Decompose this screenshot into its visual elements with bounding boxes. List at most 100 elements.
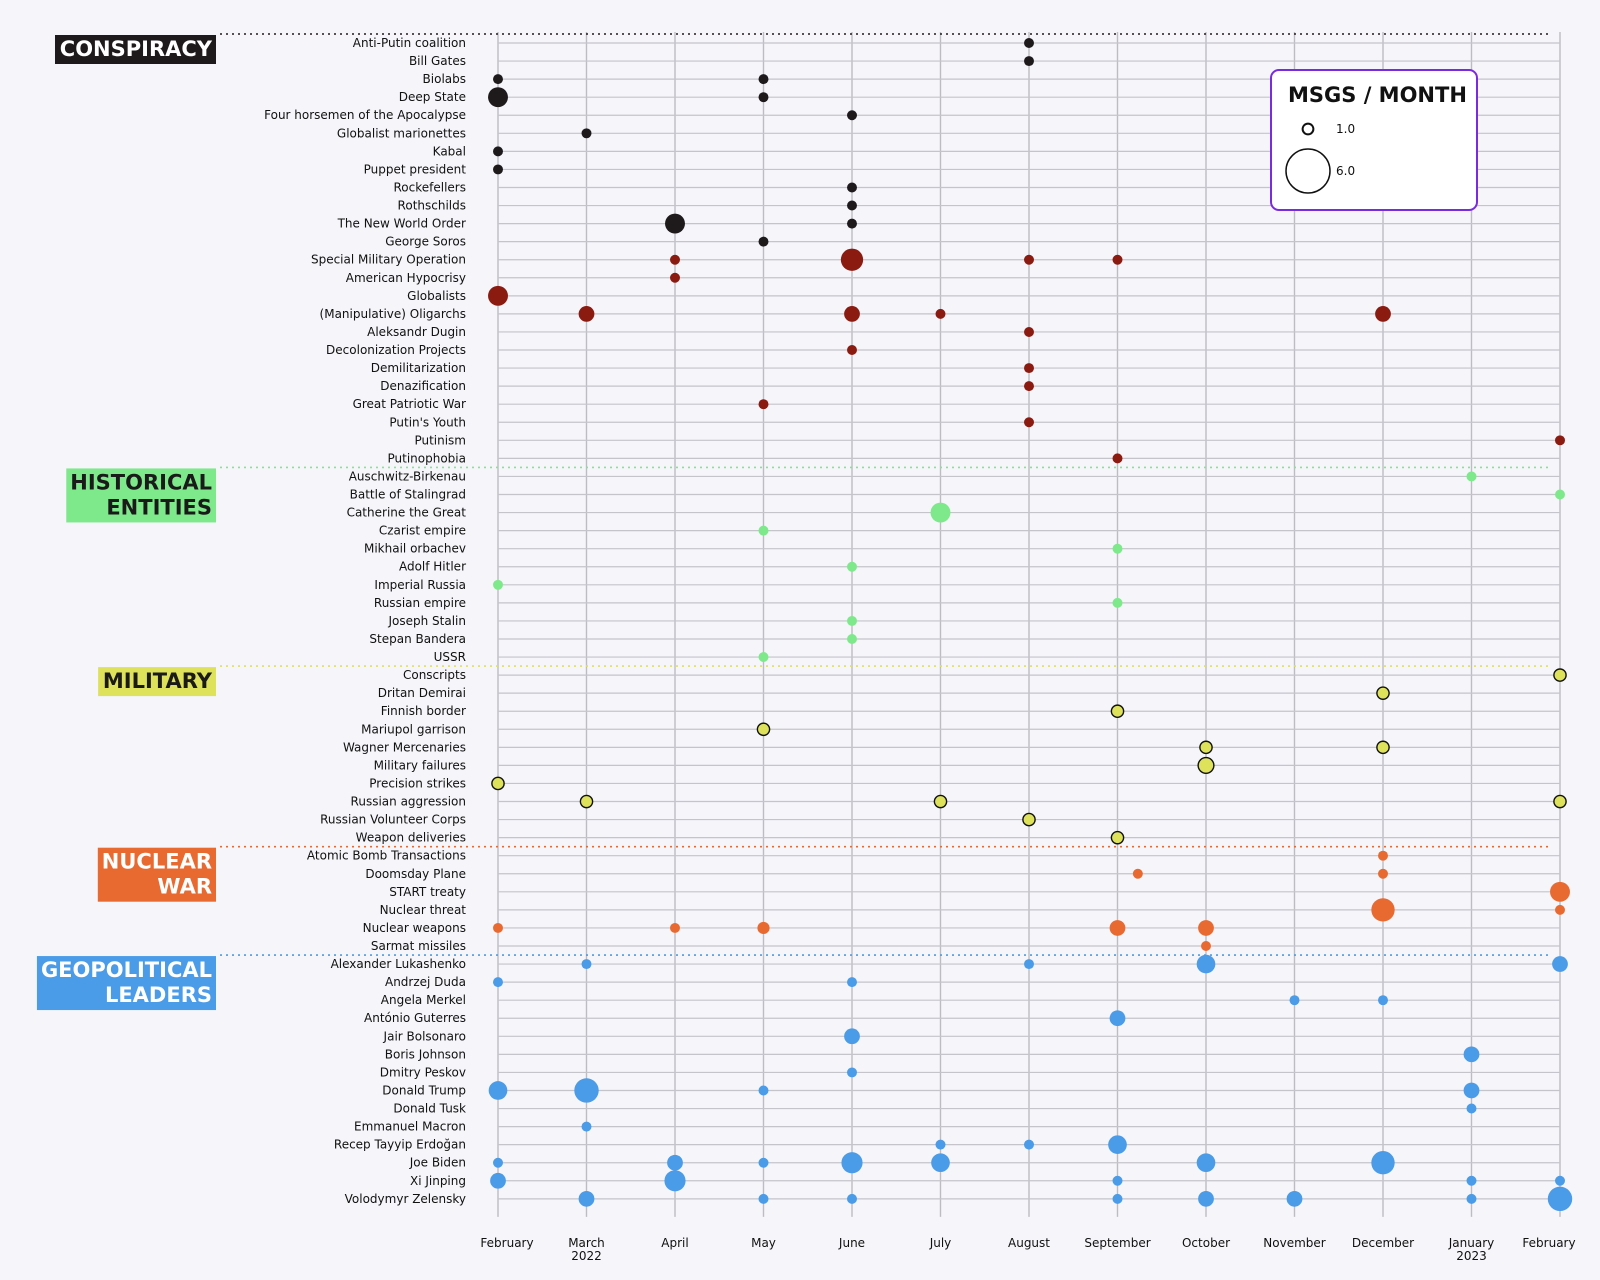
- category-tag-line: WAR: [157, 875, 212, 899]
- legend-bubble-large: [1285, 148, 1331, 194]
- row-label: Nuclear weapons: [363, 921, 466, 935]
- data-point: [1112, 1175, 1123, 1186]
- data-point: [1555, 435, 1565, 446]
- row-label: Imperial Russia: [374, 578, 466, 592]
- x-tick-label: February: [480, 1236, 533, 1250]
- row-label: Recep Tayyip Erdoğan: [334, 1138, 466, 1152]
- data-point: [1024, 381, 1034, 392]
- legend: MSGS / MONTH 1.0 6.0: [1270, 69, 1478, 211]
- data-point: [930, 502, 951, 523]
- data-point: [1110, 704, 1125, 719]
- row-label: Alexander Lukashenko: [331, 957, 466, 971]
- data-point: [758, 92, 769, 103]
- data-point: [1555, 1175, 1565, 1186]
- row-label: START treaty: [389, 885, 466, 899]
- row-label: Emmanuel Macron: [354, 1120, 466, 1134]
- data-point: [1555, 489, 1565, 500]
- row-label: Finnish border: [381, 704, 466, 718]
- row-label: USSR: [434, 650, 466, 664]
- data-point: [1112, 597, 1123, 608]
- data-point: [1378, 868, 1388, 879]
- row-label: Stepan Bandera: [369, 632, 466, 646]
- row-label: Bill Gates: [409, 54, 466, 68]
- row-label: Donald Tusk: [393, 1102, 466, 1116]
- data-point: [670, 272, 680, 283]
- row-label: Joseph Stalin: [387, 614, 466, 628]
- row-label: Joe Biden: [409, 1156, 466, 1170]
- data-point: [1024, 363, 1034, 374]
- x-tick-label: June: [838, 1236, 865, 1250]
- data-point: [1289, 995, 1300, 1006]
- x-tick-label: August: [1008, 1236, 1050, 1250]
- data-point: [1024, 959, 1034, 970]
- data-point: [1198, 1190, 1214, 1207]
- data-point: [1110, 830, 1125, 845]
- row-label: Doomsday Plane: [365, 867, 466, 881]
- row-label: Biolabs: [423, 72, 466, 86]
- category-tag-line: ENTITIES: [106, 495, 212, 519]
- data-point: [1024, 56, 1034, 67]
- data-point: [841, 1152, 863, 1174]
- row-label: Special Military Operation: [311, 253, 466, 267]
- row-label: Wagner Mercenaries: [343, 740, 466, 754]
- row-label: Deep State: [399, 90, 466, 104]
- data-point: [933, 794, 948, 809]
- row-label: Globalist marionettes: [337, 126, 466, 140]
- data-point: [1197, 756, 1215, 774]
- data-point: [1112, 543, 1123, 554]
- data-point: [578, 306, 595, 322]
- data-point: [578, 1190, 595, 1207]
- row-label: Kabal: [433, 144, 466, 158]
- row-label: Aleksandr Dugin: [367, 325, 466, 339]
- data-point: [488, 1081, 508, 1100]
- row-label: Putin's Youth: [389, 415, 466, 429]
- x-tick-label: September: [1084, 1236, 1150, 1250]
- legend-label-small: 1.0: [1336, 122, 1355, 136]
- data-point: [758, 74, 769, 85]
- x-tick-label: January: [1448, 1236, 1495, 1250]
- category-tag-bg: [98, 667, 216, 697]
- legend-label-large: 6.0: [1336, 164, 1355, 178]
- data-point: [1108, 1135, 1127, 1154]
- x-tick-year: 2022: [571, 1249, 602, 1263]
- row-label: Weapon deliveries: [356, 831, 466, 845]
- row-label: Sarmat missiles: [371, 939, 466, 953]
- category-tag-text: HISTORICAL ENTITIES: [70, 470, 212, 519]
- data-point: [581, 1121, 592, 1132]
- row-label: (Manipulative) Oligarchs: [320, 307, 466, 321]
- data-point: [758, 1085, 769, 1096]
- data-point: [847, 633, 857, 644]
- data-point: [840, 248, 864, 271]
- category-tag-bg: [66, 468, 216, 523]
- row-label: Czarist empire: [379, 524, 466, 538]
- data-point: [1286, 1190, 1303, 1207]
- row-label: Jair Bolsonaro: [383, 1029, 466, 1043]
- row-label: Rothschilds: [398, 199, 466, 213]
- data-point: [756, 722, 771, 737]
- data-point: [581, 128, 592, 139]
- data-point: [758, 1157, 769, 1168]
- x-tick-label: December: [1352, 1236, 1414, 1250]
- row-label: Angela Merkel: [381, 993, 466, 1007]
- data-point: [935, 1139, 946, 1150]
- row-label: António Guterres: [364, 1011, 466, 1025]
- data-point: [670, 254, 680, 265]
- data-point: [847, 200, 857, 211]
- x-tick-year: 2023: [1456, 1249, 1487, 1263]
- category-tag: MILITARY: [98, 667, 216, 697]
- data-point: [1378, 850, 1388, 861]
- x-tick-label: May: [751, 1236, 776, 1250]
- data-point: [490, 1172, 506, 1189]
- data-point: [665, 213, 685, 234]
- data-point: [493, 164, 503, 175]
- data-point: [1109, 920, 1126, 936]
- x-tick-label: March: [568, 1236, 605, 1250]
- row-label: Donald Trump: [382, 1083, 466, 1097]
- category-tag-bg: [54, 35, 216, 64]
- row-label: Dritan Demirai: [378, 686, 466, 700]
- row-label: Auschwitz-Birkenau: [349, 469, 466, 483]
- data-point: [1547, 1186, 1573, 1212]
- row-label: Atomic Bomb Transactions: [307, 849, 466, 863]
- row-label: Xi Jinping: [410, 1174, 466, 1188]
